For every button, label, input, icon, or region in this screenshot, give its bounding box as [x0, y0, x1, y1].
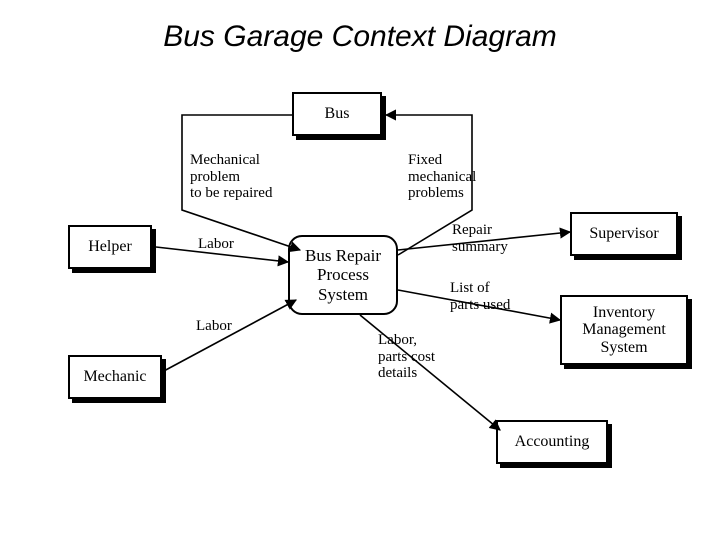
helper-box: Helper: [68, 225, 152, 269]
edge-label-labor-helper: Labor: [198, 236, 234, 253]
edge-label-fixed-problems: Fixed mechanical problems: [408, 152, 476, 202]
helper-label: Helper: [88, 238, 132, 256]
inventory-box: Inventory Management System: [560, 295, 688, 365]
process-label: Bus Repair Process System: [305, 246, 381, 305]
edge-label-labor-mechanic: Labor: [196, 318, 232, 335]
edge-label-labor-parts: Labor, parts cost details: [378, 332, 435, 382]
inventory-label: Inventory Management System: [582, 304, 666, 357]
bus-label: Bus: [325, 105, 350, 123]
edge-label-repair-summary: Repair summary: [452, 222, 508, 255]
supervisor-label: Supervisor: [589, 225, 658, 243]
edge-label-parts-used: List of parts used: [450, 280, 510, 313]
supervisor-box: Supervisor: [570, 212, 678, 256]
accounting-label: Accounting: [515, 433, 590, 451]
bus-box: Bus: [292, 92, 382, 136]
accounting-box: Accounting: [496, 420, 608, 464]
edge-label-mechanical-problem: Mechanical problem to be repaired: [190, 152, 272, 202]
mechanic-label: Mechanic: [83, 368, 146, 386]
process-box: Bus Repair Process System: [288, 235, 398, 315]
mechanic-box: Mechanic: [68, 355, 162, 399]
page-title: Bus Garage Context Diagram: [0, 20, 720, 54]
